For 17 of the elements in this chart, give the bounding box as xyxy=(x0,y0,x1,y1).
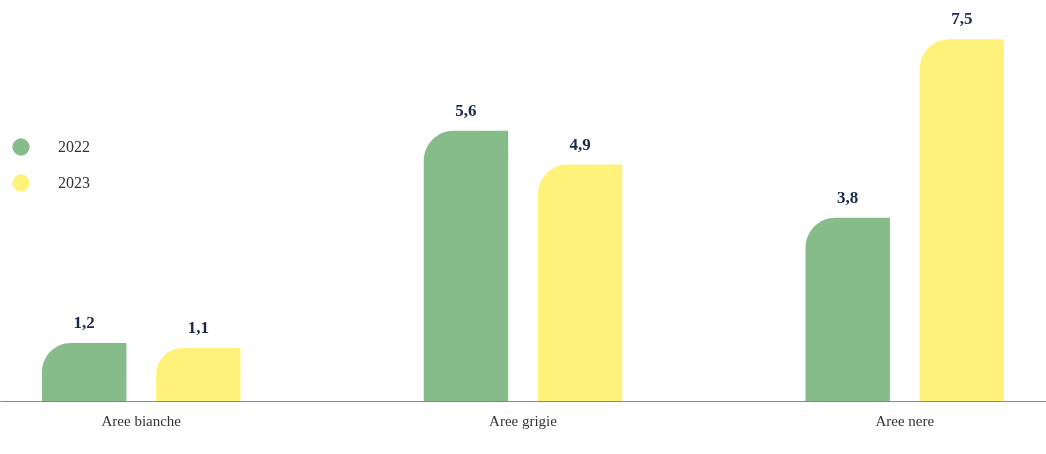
data-label: 4,9 xyxy=(569,134,591,154)
bar xyxy=(156,347,241,401)
x-tick-label: Aree grigie xyxy=(489,412,558,429)
legend-label: 2022 xyxy=(58,138,90,155)
x-tick-label: Aree bianche xyxy=(101,412,182,429)
data-label: 7,5 xyxy=(951,9,973,29)
bar xyxy=(805,217,890,401)
data-label: 1,1 xyxy=(187,317,209,337)
bar xyxy=(41,343,127,401)
bar xyxy=(423,130,509,401)
x-tick-label: Aree nere xyxy=(875,412,935,429)
data-label: 1,2 xyxy=(73,313,95,333)
legend-label: 2023 xyxy=(58,174,90,191)
data-label: 3,8 xyxy=(837,187,859,207)
data-label: 5,6 xyxy=(455,100,477,120)
bar xyxy=(919,39,1005,401)
bar xyxy=(537,164,623,401)
